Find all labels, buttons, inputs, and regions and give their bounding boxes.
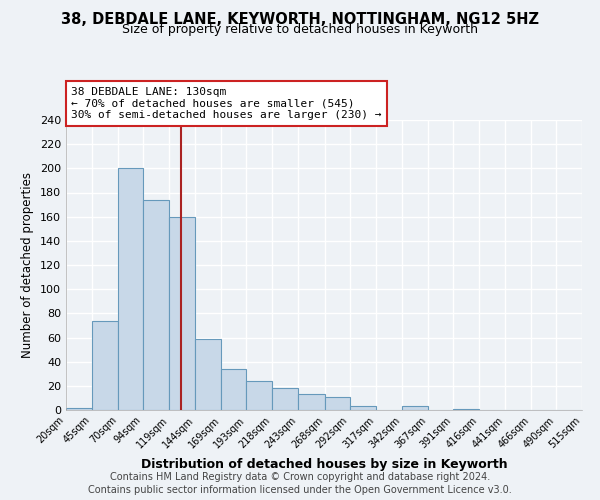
Bar (453, 409, 479, 410)
Bar (66, 408, 92, 410)
Text: Contains HM Land Registry data © Crown copyright and database right 2024.: Contains HM Land Registry data © Crown c… (110, 472, 490, 482)
Bar (350, 406, 376, 410)
Y-axis label: Number of detached properties: Number of detached properties (22, 172, 34, 358)
Bar (92, 320, 118, 410)
Bar (195, 338, 221, 410)
Bar (272, 388, 298, 410)
Text: Size of property relative to detached houses in Keyworth: Size of property relative to detached ho… (122, 22, 478, 36)
Bar (169, 216, 195, 410)
Bar (247, 381, 272, 410)
Bar (401, 406, 428, 410)
Text: Contains public sector information licensed under the Open Government Licence v3: Contains public sector information licen… (88, 485, 512, 495)
Text: 38, DEBDALE LANE, KEYWORTH, NOTTINGHAM, NG12 5HZ: 38, DEBDALE LANE, KEYWORTH, NOTTINGHAM, … (61, 12, 539, 28)
Bar (118, 168, 143, 410)
Bar (298, 394, 325, 410)
X-axis label: Distribution of detached houses by size in Keyworth: Distribution of detached houses by size … (140, 458, 508, 471)
Bar (325, 396, 350, 410)
Bar (221, 369, 247, 410)
Bar (143, 200, 169, 410)
Text: 38 DEBDALE LANE: 130sqm
← 70% of detached houses are smaller (545)
30% of semi-d: 38 DEBDALE LANE: 130sqm ← 70% of detache… (71, 87, 382, 120)
